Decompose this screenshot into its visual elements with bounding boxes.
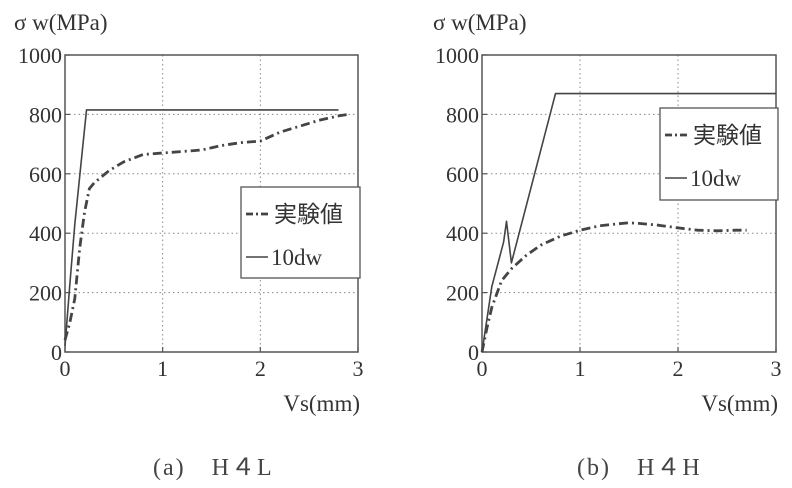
y-tick-label: 400 (29, 221, 62, 246)
x-tick-label: 2 (673, 356, 684, 381)
panel-b: 0 200 400 600 800 1000 0 1 2 3 σ w(MPa) Vs(mm) 実… (433, 10, 782, 481)
y-tick-label: 0 (51, 340, 62, 365)
x-tick-label: 2 (255, 356, 266, 381)
panel-a-x-axis-label: Vs(mm) (283, 391, 360, 416)
panel-a-caption: (a) H４L (153, 455, 274, 481)
x-tick-label: 1 (157, 356, 168, 381)
y-tick-label: 800 (29, 102, 62, 127)
panel-a-legend-label-10dw: 10dw (271, 245, 323, 270)
panel-a-y-axis-label: σ w(MPa) (14, 10, 108, 35)
y-tick-label: 600 (29, 162, 62, 187)
panel-a-legend: 実験値 10dw (240, 186, 361, 279)
y-tick-label: 800 (446, 102, 479, 127)
x-tick-label: 3 (771, 356, 782, 381)
y-tick-label: 600 (446, 162, 479, 187)
panel-b-x-axis-label: Vs(mm) (701, 391, 778, 416)
y-tick-label: 1000 (435, 43, 479, 68)
panel-b-legend-label-10dw: 10dw (690, 166, 742, 191)
y-tick-label: 200 (446, 281, 479, 306)
panel-b-legend-label-measured: 実験値 (693, 123, 762, 148)
panel-b-grid (482, 55, 776, 352)
y-tick-label: 1000 (18, 43, 62, 68)
panel-a-series (63, 109, 349, 347)
y-tick-label: 200 (29, 281, 62, 306)
y-tick-label: 400 (446, 221, 479, 246)
panel-a: 0 200 400 600 800 1000 0 1 2 3 σ w(MPa) Vs(mm) 実… (14, 10, 364, 481)
panel-a-legend-box (240, 186, 361, 279)
y-tick-label: 0 (468, 340, 479, 365)
panel-b-caption: (b) H４H (577, 455, 702, 481)
panel-b-y-axis-label: σ w(MPa) (433, 10, 527, 35)
x-tick-label: 0 (60, 356, 71, 381)
series-line-10dw (481, 92, 776, 353)
panel-b-legend: 実験値 10dw (659, 107, 779, 201)
panel-a-y-tick-labels: 0 200 400 600 800 1000 (18, 43, 70, 365)
x-tick-label: 3 (353, 356, 364, 381)
x-tick-label: 0 (477, 356, 488, 381)
panel-b-series (480, 92, 776, 353)
panel-a-legend-label-measured: 実験値 (274, 202, 343, 227)
x-tick-label: 1 (575, 356, 586, 381)
series-line-10dw (64, 109, 339, 347)
series-line-measured (480, 221, 747, 353)
panel-b-legend-box (659, 107, 779, 201)
panel-b-y-tick-labels: 0 200 400 600 800 1000 (435, 43, 487, 365)
panel-b-plot-frame (481, 54, 777, 353)
panel-a-x-tick-labels: 0 1 2 3 (60, 347, 364, 381)
